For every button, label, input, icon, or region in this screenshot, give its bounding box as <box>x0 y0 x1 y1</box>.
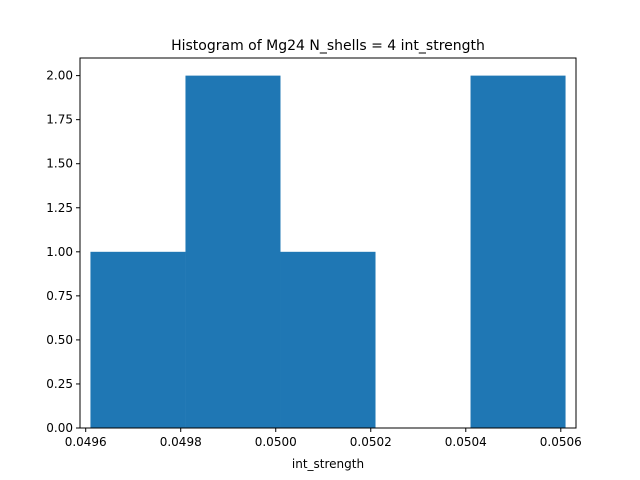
y-tick-label: 1.50 <box>46 157 73 171</box>
x-tick-label: 0.0504 <box>445 435 487 449</box>
y-tick-label: 0.75 <box>46 289 73 303</box>
y-tick-label: 1.75 <box>46 113 73 127</box>
y-tick-label: 2.00 <box>46 69 73 83</box>
x-tick-label: 0.0502 <box>350 435 392 449</box>
chart-title: Histogram of Mg24 N_shells = 4 int_stren… <box>171 38 485 54</box>
x-ticks-group: 0.0496 0.0498 0.0500 0.0502 0.0504 0.0506 <box>65 428 582 449</box>
x-tick-label: 0.0496 <box>65 435 107 449</box>
bars-group <box>90 75 566 428</box>
y-tick-label: 1.25 <box>46 201 73 215</box>
y-ticks-group: 0.00 0.25 0.50 0.75 1.00 1.25 1.50 1.75 2.00 <box>46 69 80 435</box>
histogram-bar <box>280 251 376 428</box>
y-tick-label: 0.00 <box>46 421 73 435</box>
x-tick-label: 0.0506 <box>540 435 582 449</box>
x-tick-label: 0.0500 <box>255 435 297 449</box>
y-tick-label: 0.25 <box>46 377 73 391</box>
y-tick-label: 1.00 <box>46 245 73 259</box>
x-axis-label: int_strength <box>292 457 364 471</box>
x-tick-label: 0.0498 <box>160 435 202 449</box>
plot-frame <box>79 57 577 429</box>
histogram-bar <box>470 75 566 428</box>
histogram-bar <box>185 75 281 428</box>
histogram-bar <box>90 251 186 428</box>
y-tick-label: 0.50 <box>46 333 73 347</box>
